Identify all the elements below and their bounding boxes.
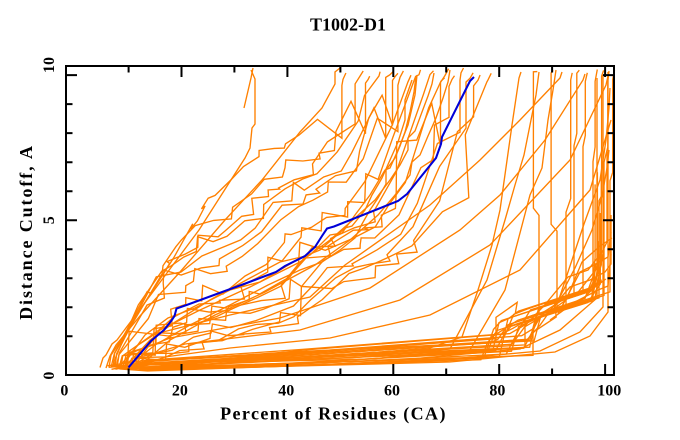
- svg-text:5: 5: [41, 216, 58, 224]
- svg-text:60: 60: [384, 382, 400, 399]
- svg-text:Percent of Residues (CA): Percent of Residues (CA): [220, 404, 447, 425]
- svg-text:Distance Cutoff, A: Distance Cutoff, A: [16, 144, 36, 320]
- svg-text:0: 0: [41, 372, 58, 380]
- svg-text:20: 20: [172, 382, 188, 399]
- svg-text:80: 80: [489, 382, 505, 399]
- svg-text:10: 10: [41, 57, 58, 73]
- svg-text:40: 40: [278, 382, 294, 399]
- svg-text:0: 0: [60, 382, 68, 399]
- svg-text:100: 100: [597, 382, 621, 399]
- svg-text:T1002-D1: T1002-D1: [310, 15, 386, 35]
